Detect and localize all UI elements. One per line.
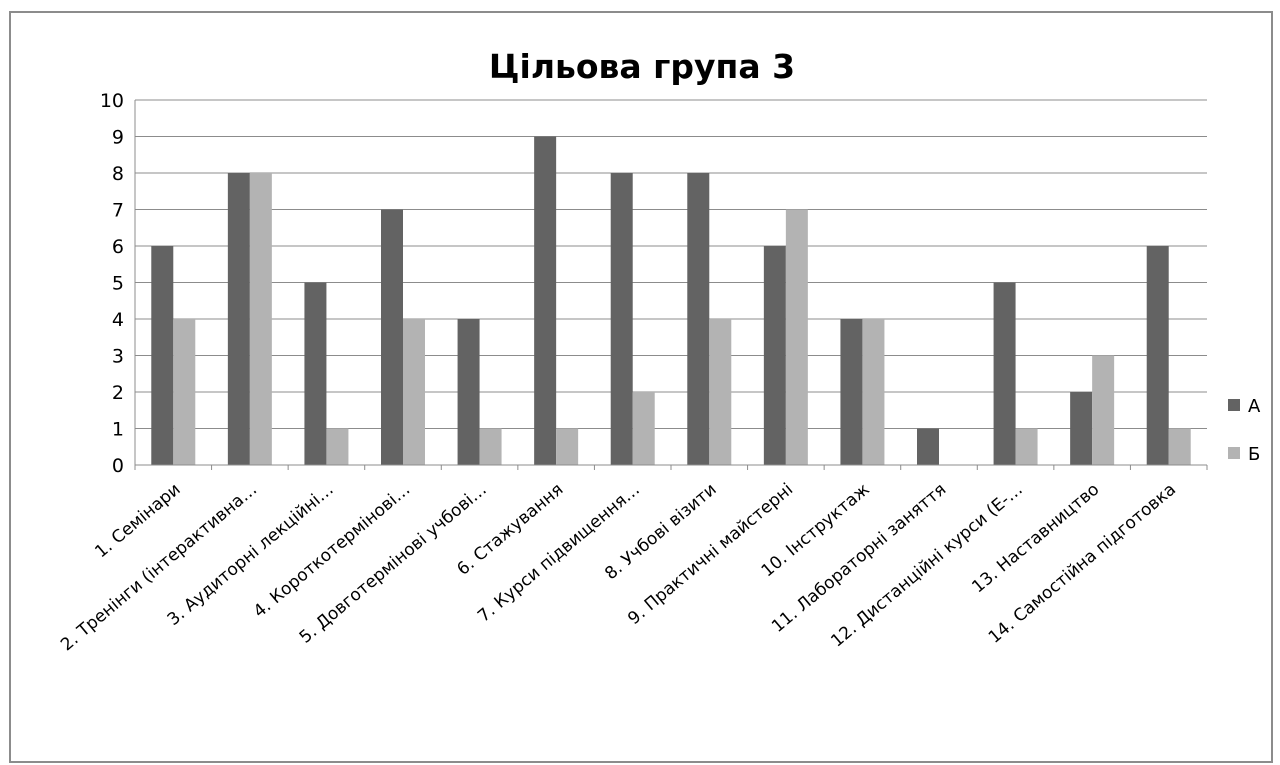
category-label: 13. Наставництво (968, 480, 1103, 598)
y-tick-label: 0 (112, 455, 124, 477)
bar-a-14 (1146, 246, 1169, 465)
legend: АБ (1228, 396, 1261, 465)
legend-swatch-b (1228, 447, 1240, 459)
y-tick-label: 4 (112, 309, 124, 331)
bar-b-9 (785, 209, 808, 465)
y-tick-label: 2 (112, 382, 124, 404)
bar-a-2 (227, 173, 250, 465)
bar-a-12 (993, 282, 1016, 465)
bar-b-10 (862, 319, 885, 465)
legend-swatch-a (1228, 399, 1240, 411)
bar-b-5 (479, 428, 502, 465)
y-axis-tick-labels: 0 1 2 3 4 5 6 7 8 9 10 (100, 90, 124, 477)
bar-b-12 (1015, 428, 1038, 465)
bar-a-4 (381, 209, 403, 465)
bar-b-8 (709, 319, 732, 465)
bar-b-13 (1092, 355, 1115, 465)
bar-a-7 (610, 173, 633, 465)
y-tick-label: 10 (100, 90, 124, 112)
y-tick-label: 7 (112, 200, 124, 222)
bar-b-14 (1168, 428, 1191, 465)
y-tick-label: 6 (112, 236, 124, 258)
bar-a-10 (840, 319, 863, 465)
bar-a-3 (304, 282, 327, 465)
y-tick-label: 1 (112, 419, 124, 441)
bar-a-6 (534, 136, 557, 465)
legend-label-a: А (1248, 396, 1261, 417)
bar-b-7 (632, 392, 655, 465)
bar-a-5 (457, 319, 480, 465)
x-axis (134, 100, 1208, 470)
bar-a-8 (687, 173, 710, 465)
bar-b-3 (326, 428, 349, 465)
y-tick-label: 9 (112, 127, 124, 149)
bar-b-1 (173, 319, 196, 465)
bar-a-1 (151, 246, 174, 465)
bars (151, 136, 1191, 465)
legend-label-b: Б (1248, 444, 1260, 465)
category-label: 4. Короткотермінові… (250, 480, 414, 622)
bar-b-2 (249, 173, 272, 465)
bar-b-4 (403, 319, 425, 465)
bar-a-11 (917, 428, 939, 465)
y-tick-label: 3 (112, 346, 124, 368)
gridlines (135, 99, 1207, 429)
bar-a-9 (763, 246, 786, 465)
chart-title: Цільова група 3 (489, 47, 795, 86)
y-tick-label: 8 (112, 163, 124, 185)
bar-a-13 (1070, 392, 1093, 465)
bar-b-6 (556, 428, 579, 465)
y-tick-label: 5 (112, 273, 124, 295)
